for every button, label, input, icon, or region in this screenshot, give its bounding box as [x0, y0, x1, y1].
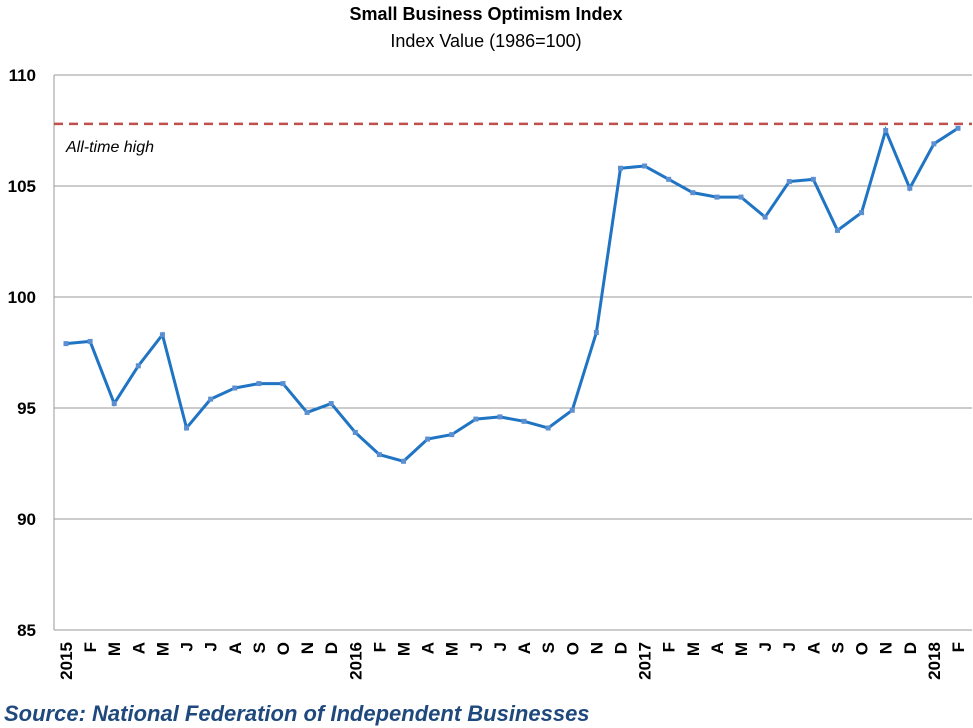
- x-tick-label: 2018: [925, 642, 944, 680]
- x-tick-label: D: [901, 642, 920, 654]
- data-point: [690, 190, 696, 196]
- x-tick-label: N: [587, 642, 606, 654]
- data-point: [762, 214, 768, 220]
- x-tick-label: M: [105, 642, 124, 656]
- x-tick-label: N: [298, 642, 317, 654]
- data-point: [401, 458, 407, 464]
- data-point: [617, 165, 623, 171]
- y-tick-label: 105: [8, 177, 36, 196]
- x-tick-label: M: [732, 642, 751, 656]
- data-point: [280, 381, 286, 387]
- data-point: [834, 227, 840, 233]
- x-tick-label: A: [708, 642, 727, 654]
- data-point: [63, 341, 69, 347]
- x-tick-label: N: [877, 642, 896, 654]
- data-point: [304, 409, 310, 415]
- data-point: [232, 385, 238, 391]
- data-point: [907, 185, 913, 191]
- x-tick-label: S: [828, 642, 847, 653]
- x-tick-label: M: [395, 642, 414, 656]
- data-point: [593, 330, 599, 336]
- x-tick-label: F: [660, 642, 679, 652]
- series-line: [65, 126, 959, 463]
- data-point: [714, 194, 720, 200]
- x-tick-label: M: [443, 642, 462, 656]
- data-point: [569, 407, 575, 413]
- x-tick-label: 2016: [346, 642, 365, 680]
- x-tick-label: A: [804, 642, 823, 654]
- y-tick-label: 100: [8, 288, 36, 307]
- x-tick-label: S: [539, 642, 558, 653]
- x-tick-label: J: [491, 642, 510, 651]
- x-tick-label: J: [178, 642, 197, 651]
- x-tick-label: O: [274, 642, 293, 655]
- x-tick-label: F: [370, 642, 389, 652]
- x-tick-label: A: [419, 642, 438, 654]
- x-tick-label: J: [467, 642, 486, 651]
- x-tick-label: A: [515, 642, 534, 654]
- data-point: [521, 418, 527, 424]
- data-point: [135, 363, 141, 369]
- x-tick-label: D: [322, 642, 341, 654]
- data-point: [376, 452, 382, 458]
- data-point: [859, 210, 865, 216]
- x-tick-label: 2015: [57, 642, 76, 680]
- x-tick-label: F: [81, 642, 100, 652]
- data-point: [642, 163, 648, 169]
- data-point: [352, 429, 358, 435]
- data-point: [111, 401, 117, 407]
- chart-title: Small Business Optimism Index: [349, 4, 622, 24]
- data-point: [955, 125, 961, 131]
- data-point: [256, 381, 262, 387]
- y-tick-label: 90: [17, 510, 36, 529]
- data-point: [738, 194, 744, 200]
- all-time-high-label: All-time high: [65, 139, 154, 156]
- y-tick-label: 85: [17, 621, 36, 640]
- x-tick-label: S: [250, 642, 269, 653]
- x-tick-label: F: [949, 642, 968, 652]
- data-point: [159, 332, 165, 338]
- data-point: [810, 176, 816, 182]
- x-tick-label: J: [780, 642, 799, 651]
- data-point: [497, 414, 503, 420]
- data-point: [883, 128, 889, 133]
- x-tick-label: 2017: [636, 642, 655, 680]
- data-point: [328, 401, 334, 407]
- source-note: Source: National Federation of Independe…: [4, 701, 590, 726]
- data-point: [545, 425, 551, 431]
- data-point: [425, 436, 431, 442]
- x-tick-label: M: [153, 642, 172, 656]
- y-tick-label: 95: [17, 399, 36, 418]
- data-point: [666, 176, 672, 182]
- data-point: [786, 179, 792, 185]
- x-tick-label: A: [129, 642, 148, 654]
- chart-subtitle: Index Value (1986=100): [390, 31, 581, 51]
- x-tick-label: O: [563, 642, 582, 655]
- x-tick-label: M: [684, 642, 703, 656]
- y-tick-label: 110: [9, 66, 36, 85]
- x-tick-label: D: [611, 642, 630, 654]
- data-point: [208, 396, 214, 402]
- x-tick-label: A: [226, 642, 245, 654]
- x-tick-label: O: [853, 642, 872, 655]
- data-point: [87, 338, 93, 344]
- data-point: [184, 425, 190, 431]
- data-point: [931, 141, 937, 147]
- data-point: [473, 416, 479, 422]
- data-point: [449, 432, 455, 438]
- x-tick-label: J: [756, 642, 775, 651]
- x-tick-label: J: [202, 642, 221, 651]
